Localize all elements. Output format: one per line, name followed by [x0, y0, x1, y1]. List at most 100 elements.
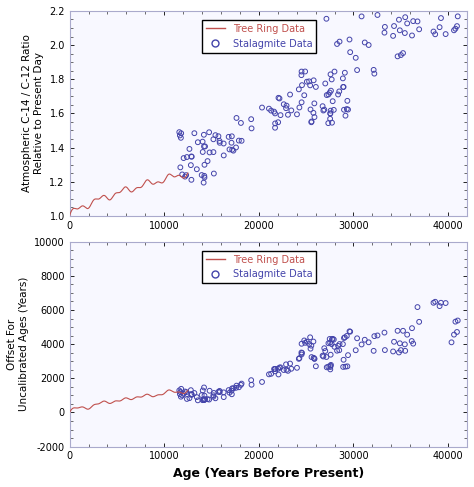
- Point: [331, 68, 338, 75]
- Point: [327, 71, 334, 78]
- Point: [176, 131, 183, 139]
- Point: [288, 107, 295, 114]
- Point: [325, 119, 332, 127]
- Point: [177, 385, 185, 393]
- Point: [193, 393, 201, 401]
- Point: [210, 169, 218, 177]
- Point: [181, 388, 189, 395]
- Point: [395, 16, 403, 23]
- Point: [321, 79, 329, 87]
- Point: [399, 327, 407, 335]
- Point: [277, 363, 284, 371]
- Point: [329, 97, 337, 105]
- Point: [198, 391, 206, 399]
- Point: [381, 23, 389, 31]
- Point: [303, 78, 310, 86]
- Point: [334, 91, 342, 98]
- Point: [307, 106, 314, 113]
- Point: [301, 339, 309, 347]
- Point: [220, 389, 228, 396]
- Point: [188, 176, 195, 184]
- Point: [327, 87, 335, 94]
- Point: [453, 22, 461, 30]
- Point: [415, 25, 423, 33]
- Point: [211, 131, 219, 139]
- Point: [336, 88, 343, 95]
- Point: [201, 143, 209, 150]
- Point: [310, 109, 317, 117]
- Point: [437, 14, 445, 22]
- Point: [328, 340, 336, 348]
- Point: [399, 49, 407, 57]
- Point: [199, 387, 207, 394]
- Point: [342, 363, 349, 371]
- Point: [216, 388, 224, 396]
- Point: [275, 94, 283, 102]
- Point: [326, 89, 334, 96]
- Point: [286, 91, 294, 98]
- Point: [327, 110, 334, 117]
- Point: [178, 170, 186, 178]
- Point: [323, 353, 330, 361]
- Point: [343, 105, 351, 113]
- X-axis label: Age (Years Before Present): Age (Years Before Present): [173, 467, 364, 480]
- Point: [408, 5, 416, 13]
- Point: [296, 354, 303, 362]
- Point: [327, 366, 334, 374]
- Point: [340, 83, 347, 91]
- Point: [226, 389, 233, 396]
- Point: [410, 17, 417, 25]
- Point: [308, 342, 315, 350]
- Point: [436, 23, 443, 31]
- Point: [450, 331, 458, 338]
- Point: [328, 119, 336, 127]
- Legend: Tree Ring Data, Stalagmite Data: Tree Ring Data, Stalagmite Data: [201, 251, 316, 283]
- Point: [408, 32, 416, 39]
- Point: [298, 340, 305, 348]
- Point: [325, 363, 332, 371]
- Point: [454, 13, 462, 20]
- Point: [339, 340, 346, 348]
- Point: [271, 110, 279, 117]
- Point: [286, 360, 294, 368]
- Point: [280, 100, 288, 108]
- Point: [200, 131, 208, 139]
- Point: [442, 30, 449, 38]
- Point: [232, 144, 240, 151]
- Point: [325, 339, 332, 347]
- Point: [336, 340, 343, 348]
- Point: [306, 334, 314, 341]
- Point: [235, 137, 243, 145]
- Point: [327, 351, 335, 358]
- Point: [200, 143, 208, 150]
- Point: [312, 83, 319, 91]
- Point: [390, 338, 398, 346]
- Point: [225, 133, 232, 141]
- Point: [305, 77, 313, 85]
- Point: [431, 298, 439, 306]
- Point: [397, 51, 405, 59]
- Point: [310, 337, 317, 345]
- Point: [258, 378, 266, 386]
- Point: [204, 395, 211, 403]
- Point: [301, 92, 308, 99]
- Point: [216, 137, 223, 145]
- Point: [408, 324, 416, 332]
- Point: [284, 111, 292, 119]
- Point: [389, 32, 397, 40]
- Point: [183, 395, 191, 403]
- Point: [358, 13, 365, 20]
- Point: [298, 351, 305, 358]
- Point: [201, 172, 208, 180]
- Point: [215, 388, 222, 396]
- Point: [330, 336, 337, 343]
- Point: [199, 148, 207, 156]
- Point: [336, 37, 343, 45]
- Point: [201, 396, 208, 404]
- Point: [200, 384, 208, 392]
- Point: [188, 152, 195, 160]
- Point: [296, 104, 303, 112]
- Point: [200, 396, 208, 404]
- Point: [448, 338, 456, 346]
- Point: [298, 349, 306, 357]
